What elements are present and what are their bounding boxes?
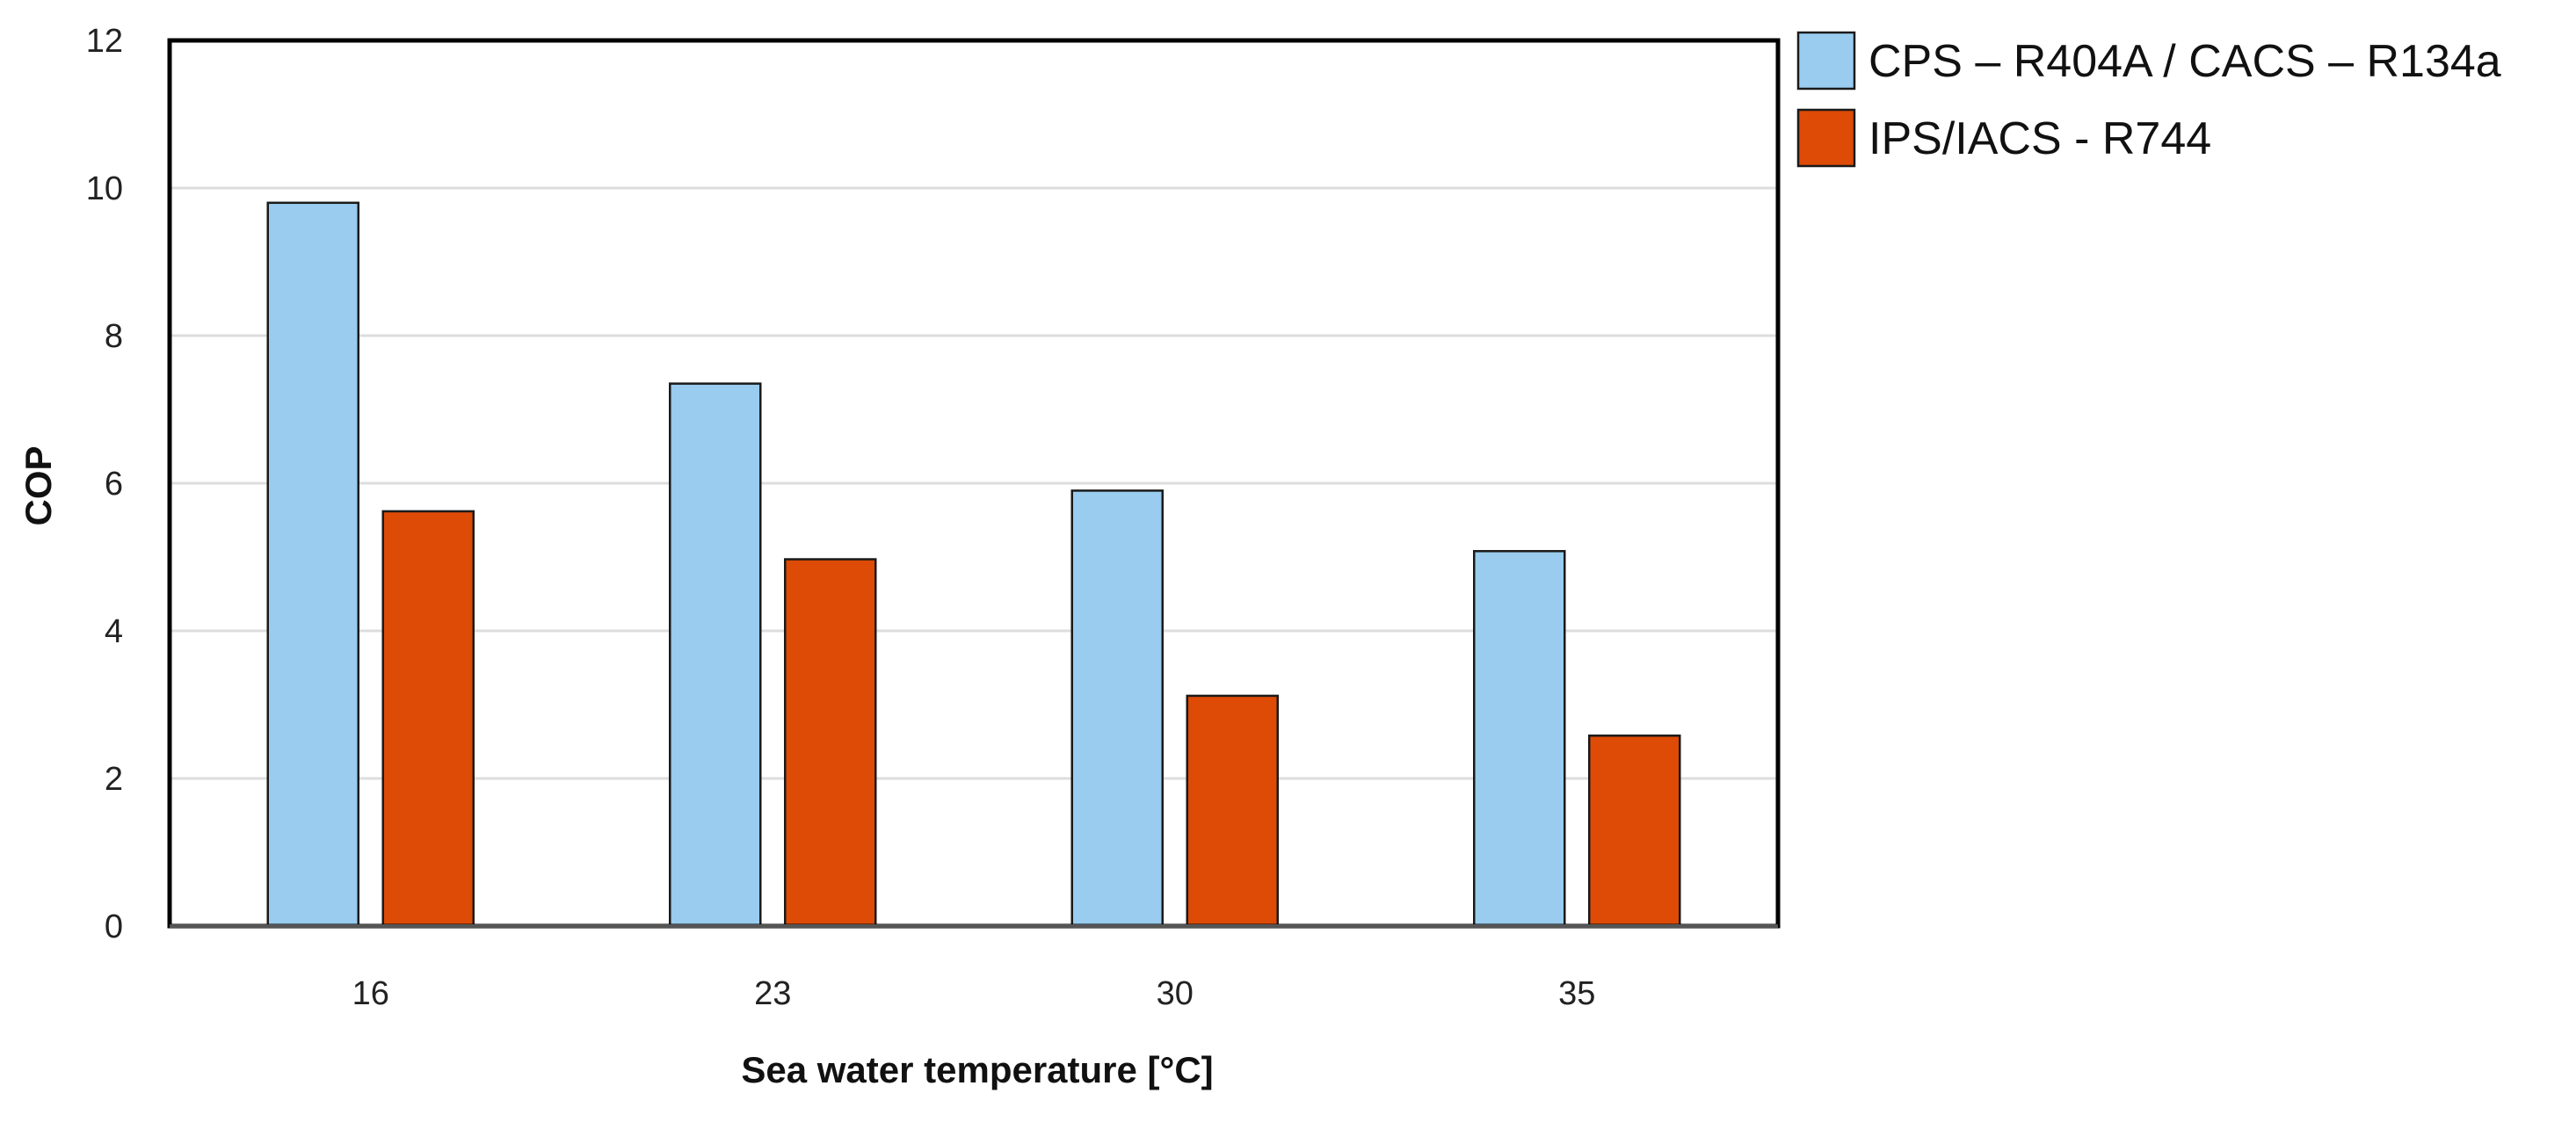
legend-swatch (1796, 108, 1856, 168)
x-tick-label: 23 (754, 975, 791, 1012)
y-axis-title: COP (18, 445, 59, 525)
y-tick-label: 8 (105, 318, 123, 355)
bar-ips-iacs-35 (1588, 735, 1681, 928)
bar-cps-cacs-16 (266, 201, 359, 928)
y-tick-label: 6 (105, 466, 123, 503)
y-tick-label: 4 (105, 613, 123, 650)
bars (266, 201, 1681, 928)
x-tick-label: 30 (1157, 975, 1194, 1012)
bar-ips-iacs-23 (784, 558, 877, 928)
legend-label: IPS/IACS - R744 (1869, 113, 2211, 164)
y-tick-label: 12 (86, 23, 123, 60)
y-tick-label: 2 (105, 761, 123, 798)
legend-swatch (1796, 31, 1856, 90)
x-tick-label: 16 (352, 975, 389, 1012)
x-axis-tick-labels: 16 23 30 35 (352, 975, 1596, 1012)
y-axis-tick-labels: 0 2 4 6 8 10 12 (86, 23, 123, 945)
bar-cps-cacs-35 (1473, 550, 1566, 928)
x-axis-title: Sea water temperature [°C] (741, 1049, 1213, 1090)
bar-ips-iacs-30 (1186, 694, 1279, 928)
legend: CPS – R404A / CACS – R134a IPS/IACS - R74… (1796, 31, 2501, 168)
bar-cps-cacs-30 (1070, 489, 1164, 928)
legend-label: CPS – R404A / CACS – R134a (1869, 36, 2501, 87)
bar-ips-iacs-16 (381, 510, 475, 928)
x-tick-label: 35 (1558, 975, 1595, 1012)
bar-cps-cacs-23 (669, 382, 762, 928)
y-tick-label: 0 (105, 908, 123, 945)
y-tick-label: 10 (86, 170, 123, 207)
